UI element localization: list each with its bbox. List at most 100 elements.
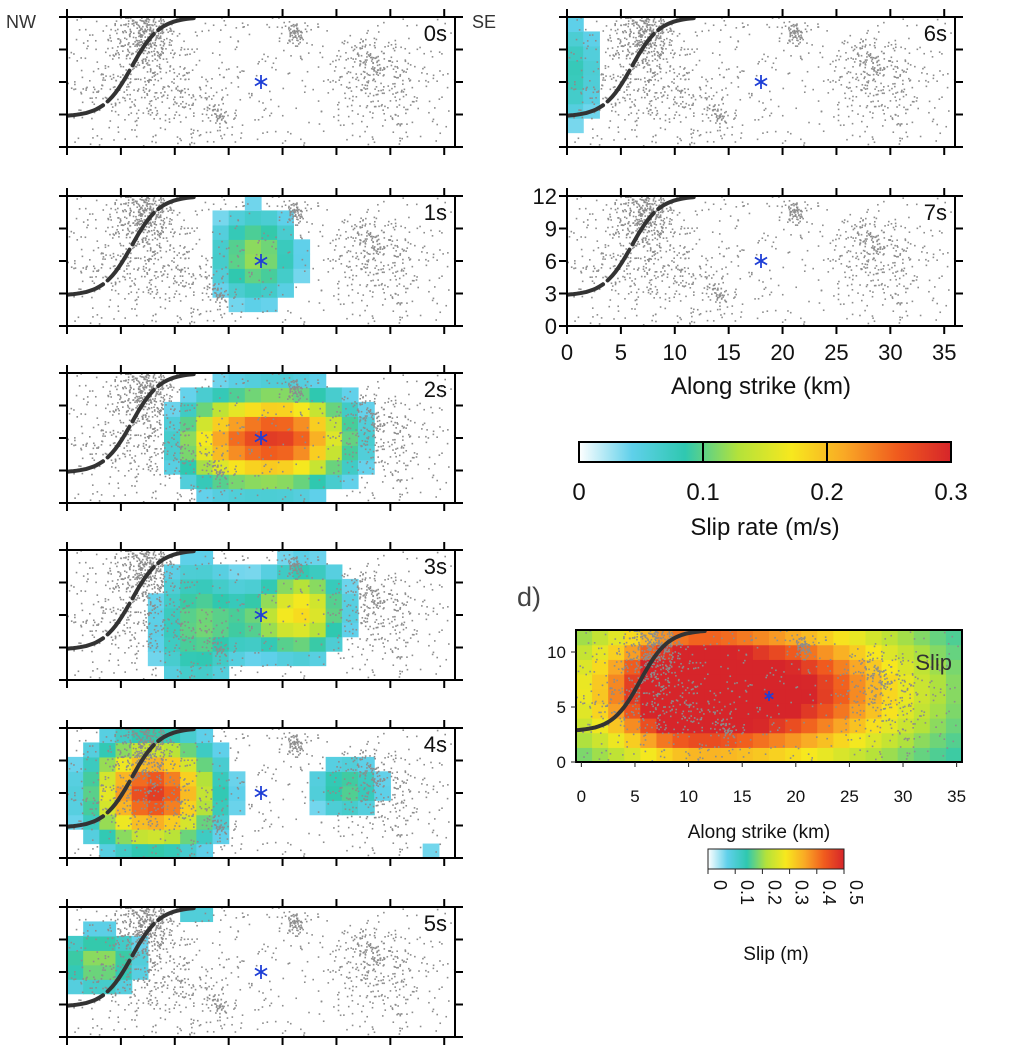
earthquake-dot — [327, 92, 330, 94]
earthquake-dot — [157, 410, 159, 413]
earthquake-dot — [138, 400, 141, 403]
earthquake-dot — [205, 292, 208, 295]
earthquake-dot — [142, 291, 145, 293]
earthquake-dot — [112, 255, 115, 258]
earthquake-dot — [338, 258, 341, 261]
earthquake-dot — [146, 627, 149, 629]
earthquake-dot — [224, 476, 226, 479]
earthquake-dot — [143, 256, 146, 258]
earthquake-dot — [184, 257, 186, 260]
earthquake-dot — [436, 18, 439, 21]
earthquake-dot — [292, 36, 295, 39]
earthquake-dot — [124, 317, 127, 319]
earthquake-dot — [146, 379, 149, 381]
earthquake-dot — [129, 57, 131, 60]
earthquake-dot — [373, 68, 375, 70]
earthquake-dot — [225, 424, 228, 427]
earthquake-dot — [357, 113, 359, 115]
earthquake-dot — [408, 256, 410, 259]
earthquake-dot — [336, 103, 339, 106]
earthquake-dot — [119, 63, 121, 66]
earthquake-dot — [221, 316, 223, 319]
earthquake-dot — [146, 412, 148, 415]
earthquake-dot — [180, 282, 182, 284]
earthquake-dot — [387, 286, 389, 288]
slip-cell — [147, 593, 165, 609]
earthquake-dot — [169, 603, 171, 605]
earthquake-dot — [236, 245, 239, 247]
slip-cell — [212, 210, 230, 226]
earthquake-dot — [152, 553, 155, 556]
earthquake-dot — [394, 85, 396, 88]
earthquake-dot — [174, 275, 176, 277]
earthquake-dot — [226, 450, 229, 452]
earthquake-dot — [116, 388, 118, 391]
earthquake-dot — [100, 73, 103, 75]
earthquake-dot — [155, 631, 157, 634]
earthquake-dot — [111, 462, 114, 464]
earthquake-dot — [341, 254, 343, 257]
earthquake-dot — [165, 561, 168, 564]
earthquake-dot — [158, 570, 161, 573]
earthquake-dot — [146, 559, 148, 562]
earthquake-dot — [391, 473, 394, 475]
earthquake-dot — [227, 114, 229, 117]
earthquake-dot — [70, 407, 73, 410]
earthquake-dot — [185, 458, 188, 461]
earthquake-dot — [143, 245, 146, 247]
earthquake-dot — [142, 558, 144, 561]
earthquake-dot — [300, 34, 302, 37]
earthquake-dot — [170, 386, 173, 388]
earthquake-dot — [156, 229, 159, 232]
earthquake-dot — [137, 564, 140, 567]
earthquake-dot — [247, 24, 249, 26]
earthquake-dot — [344, 448, 346, 451]
earthquake-dot — [374, 444, 376, 446]
earthquake-dot — [352, 228, 355, 231]
earthquake-dot — [192, 132, 194, 134]
earthquake-dot — [264, 107, 267, 110]
earthquake-dot — [172, 56, 174, 59]
earthquake-dot — [150, 69, 152, 71]
earthquake-dot — [113, 495, 115, 497]
earthquake-dot — [444, 22, 446, 25]
earthquake-dot — [127, 469, 130, 472]
earthquake-dot — [189, 409, 191, 411]
earthquake-dot — [250, 273, 253, 276]
earthquake-dot — [140, 568, 142, 571]
earthquake-dot — [138, 558, 141, 561]
earthquake-dot — [377, 55, 380, 58]
earthquake-dot — [148, 435, 150, 438]
slip-cell — [261, 430, 278, 446]
earthquake-dot — [201, 30, 204, 33]
earthquake-dot — [311, 44, 313, 46]
earthquake-dot — [396, 245, 398, 247]
earthquake-dot — [119, 41, 122, 43]
earthquake-dot — [129, 454, 131, 456]
earthquake-dot — [136, 578, 138, 581]
earthquake-dot — [154, 490, 157, 493]
earthquake-dot — [179, 654, 182, 656]
earthquake-dot — [192, 451, 195, 454]
earthquake-dot — [450, 211, 452, 213]
earthquake-dot — [365, 394, 367, 397]
earthquake-dot — [359, 419, 362, 421]
earthquake-dot — [164, 293, 167, 295]
earthquake-dot — [241, 70, 243, 72]
earthquake-dot — [176, 618, 179, 621]
earthquake-dot — [343, 42, 345, 45]
earthquake-dot — [112, 606, 115, 609]
earthquake-dot — [159, 393, 162, 395]
earthquake-dot — [162, 231, 164, 233]
earthquake-dot — [141, 220, 144, 222]
earthquake-dot — [281, 26, 283, 29]
earthquake-dot — [92, 270, 95, 273]
earthquake-dot — [148, 375, 151, 377]
earthquake-dot — [174, 52, 176, 54]
earthquake-dot — [194, 387, 197, 389]
earthquake-dot — [394, 261, 396, 264]
earthquake-dot — [219, 485, 221, 488]
earthquake-dot — [112, 54, 115, 56]
earthquake-dot — [300, 494, 302, 497]
earthquake-dot — [93, 444, 96, 447]
